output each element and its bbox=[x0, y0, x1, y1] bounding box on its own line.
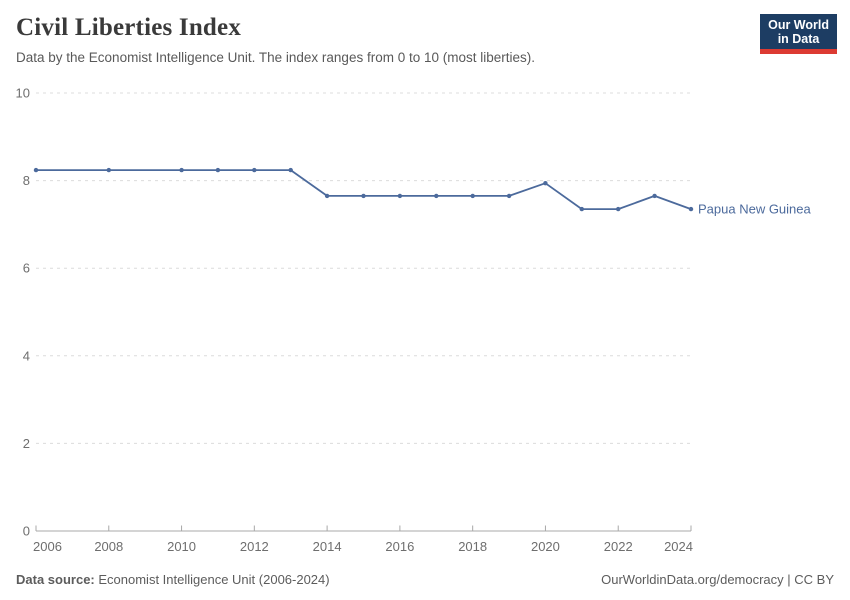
series-line bbox=[35, 169, 692, 210]
x-tick-label: 2012 bbox=[240, 539, 269, 554]
x-tick-label: 2008 bbox=[94, 539, 123, 554]
data-point bbox=[252, 167, 257, 173]
data-point bbox=[106, 167, 112, 173]
data-point bbox=[324, 193, 330, 199]
x-tick-label: 2020 bbox=[531, 539, 560, 554]
data-point bbox=[179, 167, 184, 173]
owid-citation-link[interactable]: OurWorldinData.org/democracy | CC BY bbox=[601, 572, 834, 587]
data-point bbox=[33, 167, 39, 173]
x-tick-label: 2018 bbox=[458, 539, 487, 554]
chart-footer: Data source: Economist Intelligence Unit… bbox=[16, 572, 834, 587]
y-tick-label: 8 bbox=[23, 173, 30, 188]
data-point bbox=[434, 193, 439, 199]
logo-line-1: Our World bbox=[768, 18, 829, 32]
y-tick-label: 6 bbox=[23, 261, 30, 276]
data-point bbox=[215, 167, 221, 173]
data-point bbox=[543, 181, 548, 186]
data-source: Data source: Economist Intelligence Unit… bbox=[16, 572, 330, 587]
data-point bbox=[288, 167, 293, 173]
x-tick-label: 2022 bbox=[604, 539, 633, 554]
chart-header: Civil Liberties Index Data by the Econom… bbox=[16, 14, 837, 66]
title-block: Civil Liberties Index Data by the Econom… bbox=[16, 14, 535, 66]
y-axis: 0 2 4 6 8 10 bbox=[16, 86, 30, 539]
data-source-value: Economist Intelligence Unit (2006-2024) bbox=[94, 572, 330, 587]
data-point bbox=[506, 193, 512, 199]
data-source-label: Data source: bbox=[16, 572, 95, 587]
x-axis: 2006 2008 2010 2012 2014 2016 2018 2020 2022 2024 bbox=[33, 525, 693, 554]
owid-logo[interactable]: Our World in Data bbox=[760, 14, 837, 54]
x-tick-label: 2010 bbox=[167, 539, 196, 554]
logo-line-2: in Data bbox=[777, 32, 820, 46]
y-tick-label: 4 bbox=[23, 348, 30, 363]
x-tick-label: 2016 bbox=[385, 539, 414, 554]
data-point bbox=[616, 206, 621, 212]
page-title: Civil Liberties Index bbox=[16, 14, 242, 41]
data-point bbox=[397, 193, 403, 199]
data-point bbox=[470, 193, 475, 199]
x-tick-label: 2024 bbox=[664, 539, 693, 554]
x-tick-label: 2014 bbox=[313, 539, 342, 554]
data-point bbox=[361, 193, 366, 199]
y-tick-label: 2 bbox=[23, 436, 30, 451]
series-group: Papua New Guinea bbox=[33, 167, 812, 217]
series-label[interactable]: Papua New Guinea bbox=[698, 202, 812, 217]
data-point bbox=[579, 206, 584, 212]
data-point bbox=[652, 193, 657, 199]
data-point bbox=[688, 206, 694, 212]
x-tick-label: 2006 bbox=[33, 539, 62, 554]
gridlines bbox=[36, 92, 691, 444]
y-tick-label: 0 bbox=[23, 524, 30, 539]
chart-subtitle: Data by the Economist Intelligence Unit.… bbox=[16, 49, 535, 65]
y-tick-label: 10 bbox=[16, 86, 30, 101]
